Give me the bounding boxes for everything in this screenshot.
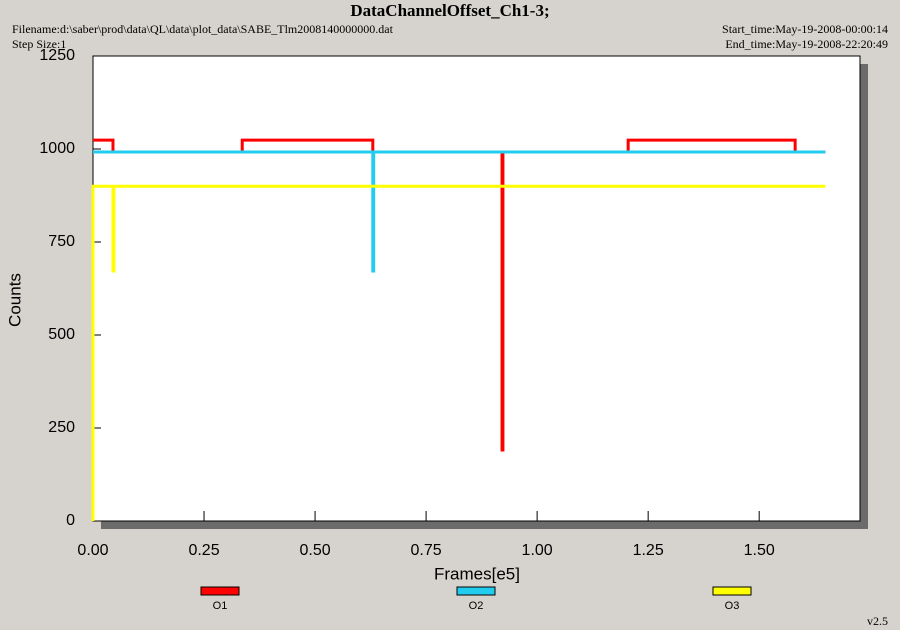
- y-tick-label: 250: [48, 419, 75, 436]
- x-tick-label: 0.00: [77, 542, 108, 559]
- legend-swatch: [456, 586, 496, 596]
- plot-area: [92, 55, 861, 522]
- x-tick-label: 1.00: [522, 542, 553, 559]
- version: v2.5: [867, 614, 888, 628]
- filename: Filename:d:\saber\prod\data\QL\data\plot…: [12, 22, 394, 36]
- series-line: [93, 150, 826, 273]
- x-tick-label: 1.25: [633, 542, 664, 559]
- chart-title: DataChannelOffset_Ch1-3;: [350, 1, 549, 20]
- y-axis-label: Counts: [5, 273, 24, 327]
- y-tick-label: 500: [48, 326, 75, 343]
- start-time: Start_time:May-19-2008-00:00:14: [722, 22, 888, 36]
- x-tick-label: 0.25: [188, 542, 219, 559]
- x-tick-label: 0.75: [411, 542, 442, 559]
- y-tick-label: 0: [66, 512, 75, 529]
- end-time: End_time:May-19-2008-22:20:49: [725, 37, 888, 51]
- legend-label: O3: [725, 600, 740, 612]
- step-size: Step Size:1: [12, 37, 66, 51]
- legend-swatch: [712, 586, 752, 596]
- y-tick-label: 750: [48, 233, 75, 250]
- legend-swatch: [200, 586, 240, 596]
- legend-label: O2: [469, 600, 484, 612]
- x-axis-label: Frames[e5]: [434, 564, 520, 583]
- legend-label: O1: [213, 600, 228, 612]
- x-tick-label: 0.50: [299, 542, 330, 559]
- x-tick-label: 1.50: [744, 542, 775, 559]
- y-tick-label: 1000: [39, 140, 75, 157]
- series-line: [91, 184, 826, 521]
- y-tick-label: 1250: [39, 47, 75, 64]
